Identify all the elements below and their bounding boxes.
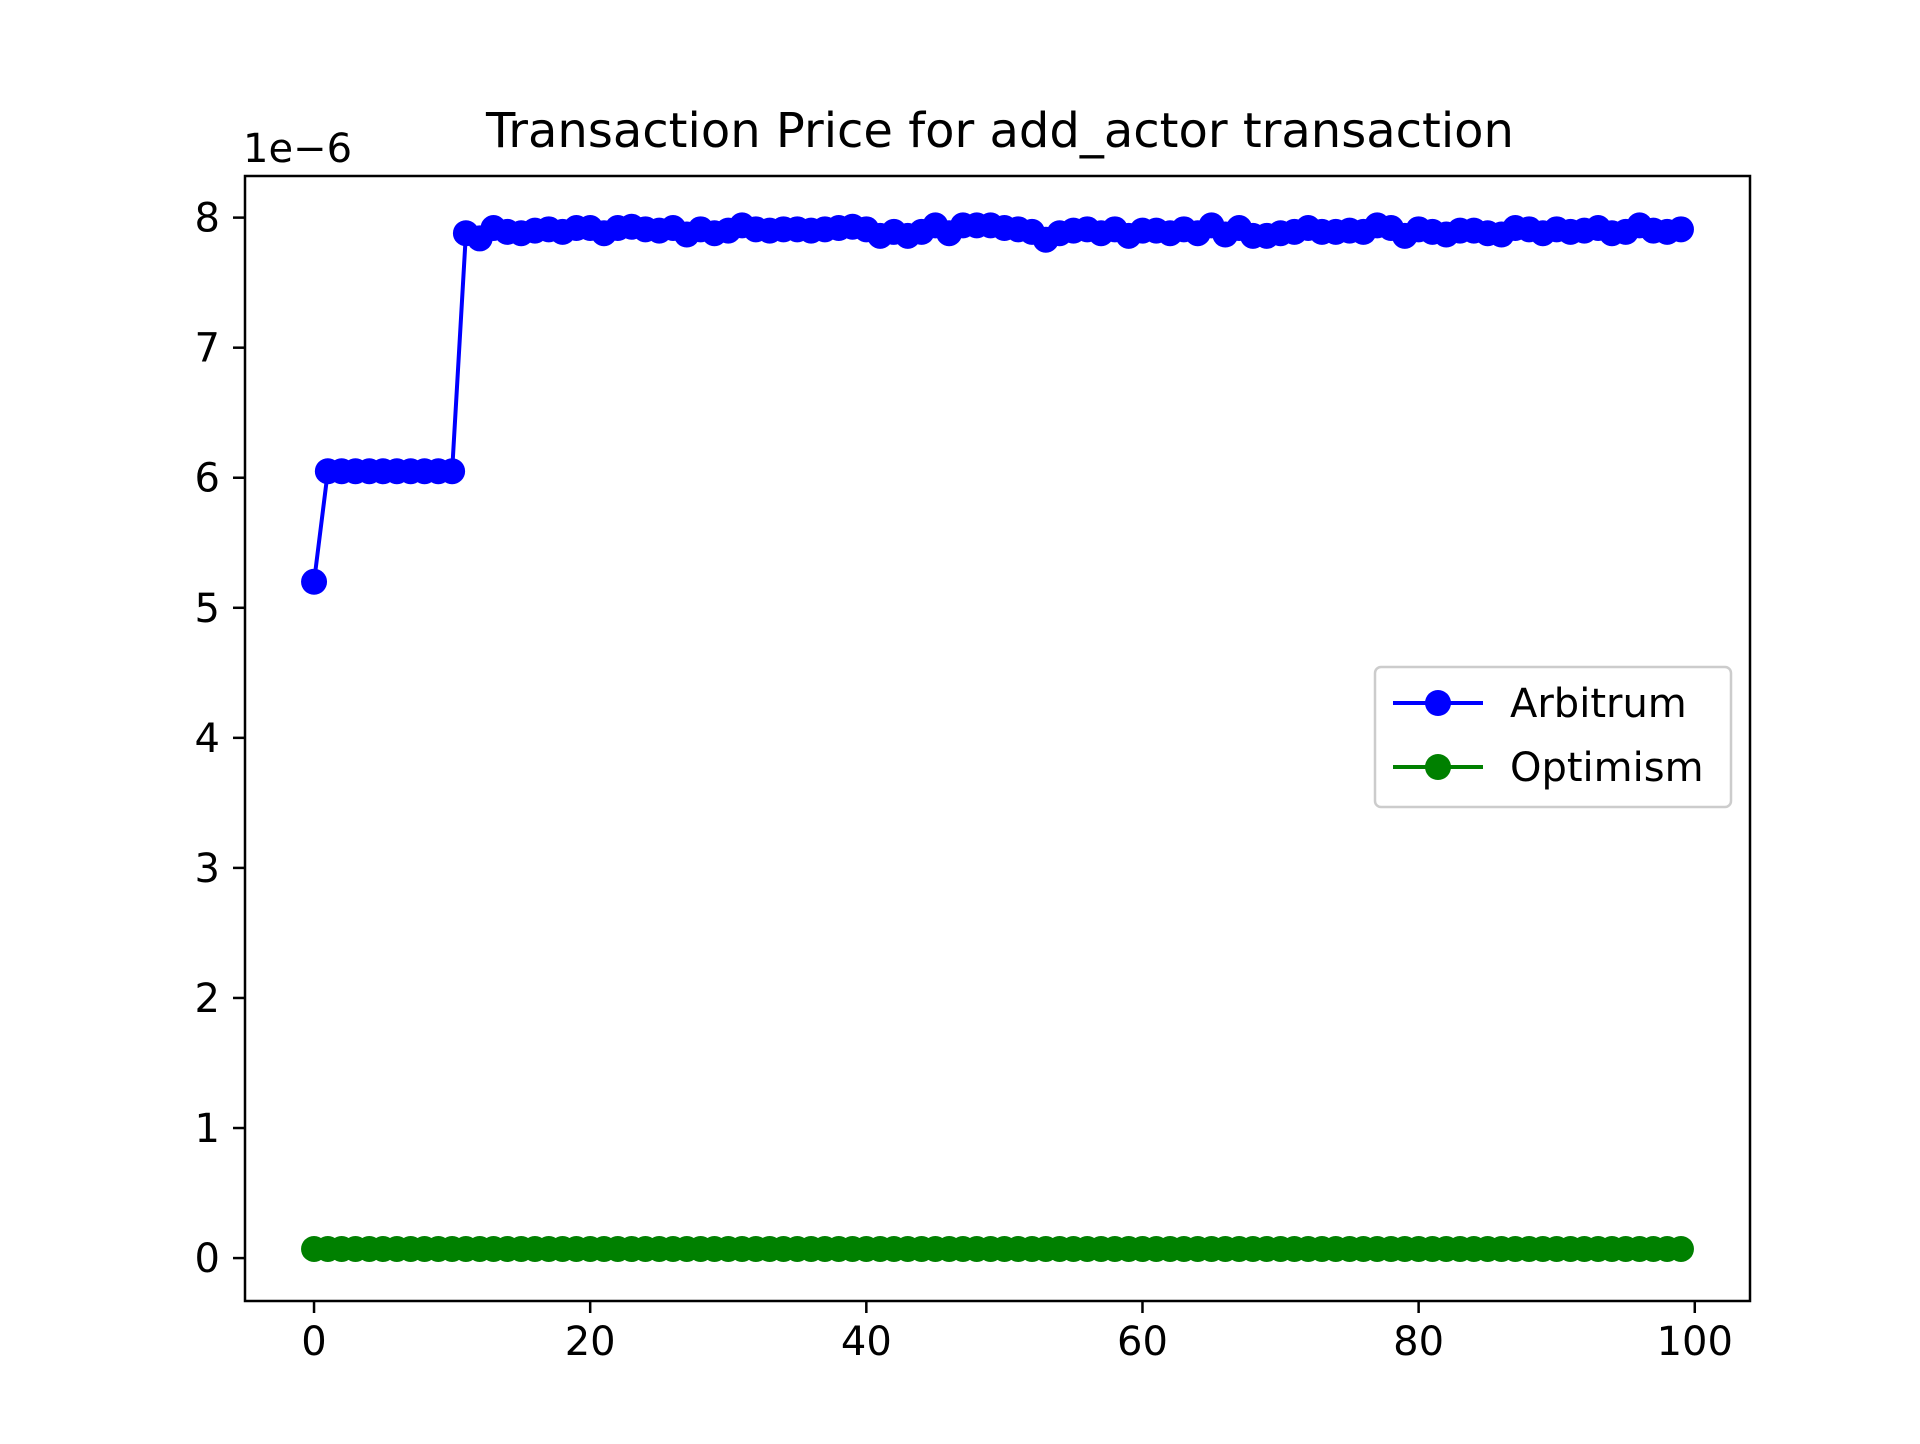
series-layer bbox=[301, 212, 1694, 1262]
legend-label: Optimism bbox=[1510, 745, 1704, 791]
legend-marker bbox=[1425, 754, 1451, 780]
x-tick-label: 20 bbox=[565, 1319, 616, 1365]
x-tick-label: 60 bbox=[1117, 1319, 1168, 1365]
y-tick-label: 1 bbox=[195, 1106, 220, 1152]
data-point bbox=[439, 458, 466, 485]
y-tick-label: 0 bbox=[195, 1236, 220, 1282]
series-optimism bbox=[301, 1235, 1694, 1262]
x-tick-label: 0 bbox=[301, 1319, 326, 1365]
data-point bbox=[1667, 1235, 1694, 1262]
x-tick-label: 100 bbox=[1657, 1319, 1733, 1365]
y-tick-label: 3 bbox=[195, 846, 220, 892]
x-tick-label: 80 bbox=[1393, 1319, 1444, 1365]
plot-frame bbox=[243, 174, 1752, 1303]
series-arbitrum bbox=[301, 212, 1694, 595]
chart-title: Transaction Price for add_actor transact… bbox=[485, 103, 1514, 159]
y-tick-label: 6 bbox=[195, 456, 220, 502]
data-point bbox=[301, 568, 328, 595]
y-tick-label: 7 bbox=[195, 326, 220, 372]
y-tick-label: 8 bbox=[195, 196, 220, 242]
legend-label: Arbitrum bbox=[1510, 681, 1687, 727]
y-tick-label: 4 bbox=[195, 716, 220, 762]
legend-item-arbitrum: Arbitrum bbox=[1393, 681, 1687, 727]
data-point bbox=[1667, 216, 1694, 243]
legend-item-optimism: Optimism bbox=[1393, 745, 1704, 791]
ticks-layer: 0 20 40 60 80 100 0 1 2 3 4 5 6 7 8 bbox=[195, 196, 1733, 1365]
series-line-arbitrum bbox=[312, 223, 1682, 583]
y-axis-scale-label: 1e−6 bbox=[243, 126, 352, 172]
x-tick-label: 40 bbox=[841, 1319, 892, 1365]
y-tick-label: 5 bbox=[195, 586, 220, 632]
legend-marker bbox=[1425, 690, 1451, 716]
y-tick-label: 2 bbox=[195, 976, 220, 1022]
legend: Arbitrum Optimism bbox=[1373, 665, 1733, 809]
